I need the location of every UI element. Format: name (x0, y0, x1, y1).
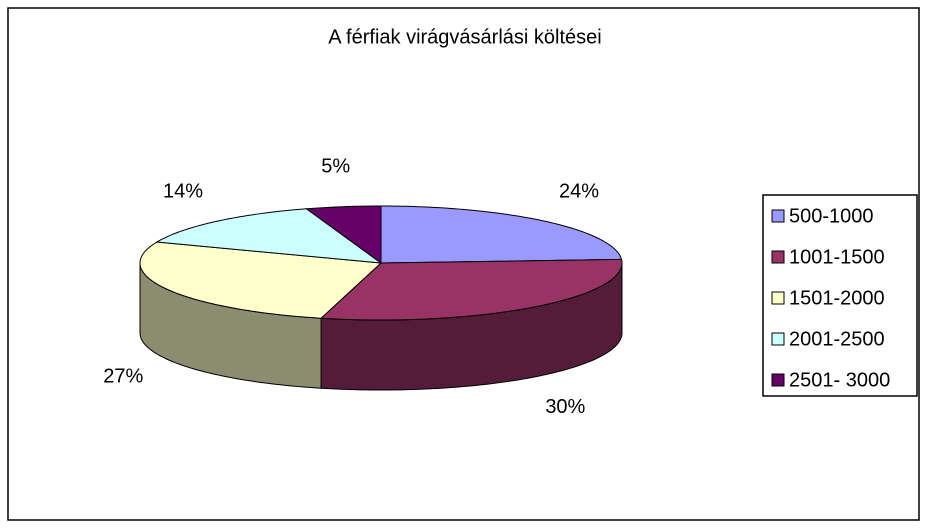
data-label: 27% (103, 365, 143, 387)
slice (319, 258, 623, 321)
data-label: 24% (559, 181, 599, 203)
legend-label: 1501-2000 (789, 287, 885, 309)
slice (380, 205, 623, 264)
data-label: 14% (163, 181, 203, 203)
legend-swatch (771, 332, 785, 346)
slice (305, 205, 382, 264)
legend-swatch (771, 209, 785, 223)
legend-label: 500-1000 (789, 205, 874, 227)
data-label: 5% (321, 156, 350, 178)
chart-title: A férfiak virágvásárlási költései (328, 26, 601, 48)
legend-swatch (771, 373, 785, 387)
legend-box (762, 194, 918, 397)
legend-label: 2501- 3000 (789, 369, 890, 391)
legend-swatch (771, 291, 785, 305)
legend-swatch (771, 250, 785, 264)
legend-label: 2001-2500 (789, 328, 885, 350)
data-label: 30% (545, 396, 585, 418)
slice (139, 241, 383, 319)
legend-label: 1001-1500 (789, 246, 885, 268)
